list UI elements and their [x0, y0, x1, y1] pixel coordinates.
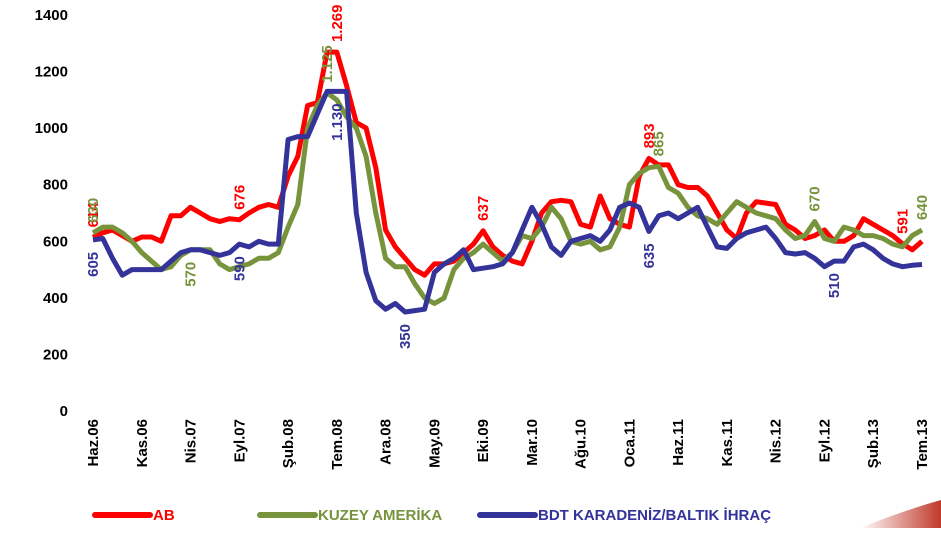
data-label: 350 [397, 324, 414, 349]
x-tick-label: Mar.10 [524, 419, 541, 466]
y-tick-label: 200 [43, 346, 68, 363]
data-label: 630 [85, 198, 102, 223]
data-label: 1.130 [329, 103, 346, 141]
data-label: 865 [651, 131, 668, 156]
data-label: 637 [475, 196, 492, 221]
x-tick-label: Tem.08 [329, 419, 346, 470]
y-tick-label: 1400 [35, 7, 68, 24]
data-label: 635 [641, 243, 658, 268]
data-label: 1.269 [329, 5, 346, 43]
y-tick-label: 1200 [35, 64, 68, 81]
y-tick-label: 800 [43, 177, 68, 194]
legend-label: KUZEY AMERİKA [318, 507, 442, 524]
series-line [91, 90, 924, 306]
data-label: 640 [914, 195, 931, 220]
y-tick-label: 600 [43, 233, 68, 250]
x-tick-label: May.09 [426, 419, 443, 468]
x-tick-label: Eyl.07 [231, 419, 248, 462]
x-tick-label: Kas.11 [719, 419, 736, 467]
data-label: 614 [85, 202, 102, 228]
x-tick-label: Haz.06 [85, 419, 102, 467]
x-tick-label: Şub.08 [280, 419, 297, 468]
legend-label: BDT KARADENİZ/BALTIK İHRAÇ [538, 507, 771, 524]
data-label: 1.125 [319, 45, 336, 83]
decoration [860, 500, 941, 528]
x-tick-label: Oca.11 [621, 419, 638, 467]
x-tick-label: Tem.13 [914, 419, 931, 470]
y-tick-label: 400 [43, 290, 68, 307]
series-line [92, 88, 923, 315]
x-tick-label: Haz.11 [670, 419, 687, 466]
data-label: 591 [894, 209, 911, 234]
x-tick-label: Ara.08 [378, 419, 395, 465]
data-label: 670 [807, 186, 824, 211]
x-tick-label: Eyl.12 [816, 419, 833, 462]
x-tick-label: Kas.06 [134, 419, 151, 467]
x-tick-label: Nis.12 [768, 419, 785, 463]
data-label: 893 [641, 123, 658, 148]
data-label: 605 [85, 252, 102, 277]
x-tick-label: Eki.09 [475, 419, 492, 462]
x-tick-label: Nis.07 [183, 419, 200, 463]
data-label: 570 [183, 262, 200, 287]
legend-label: AB [153, 507, 175, 524]
data-label: 590 [231, 256, 248, 281]
y-tick-label: 0 [60, 403, 68, 420]
x-tick-label: Şub.13 [865, 419, 882, 468]
data-label: 676 [231, 185, 248, 210]
y-tick-label: 1000 [35, 120, 68, 137]
series-line [91, 49, 924, 278]
x-tick-label: Ağu.10 [573, 419, 590, 469]
data-label: 510 [826, 273, 843, 298]
